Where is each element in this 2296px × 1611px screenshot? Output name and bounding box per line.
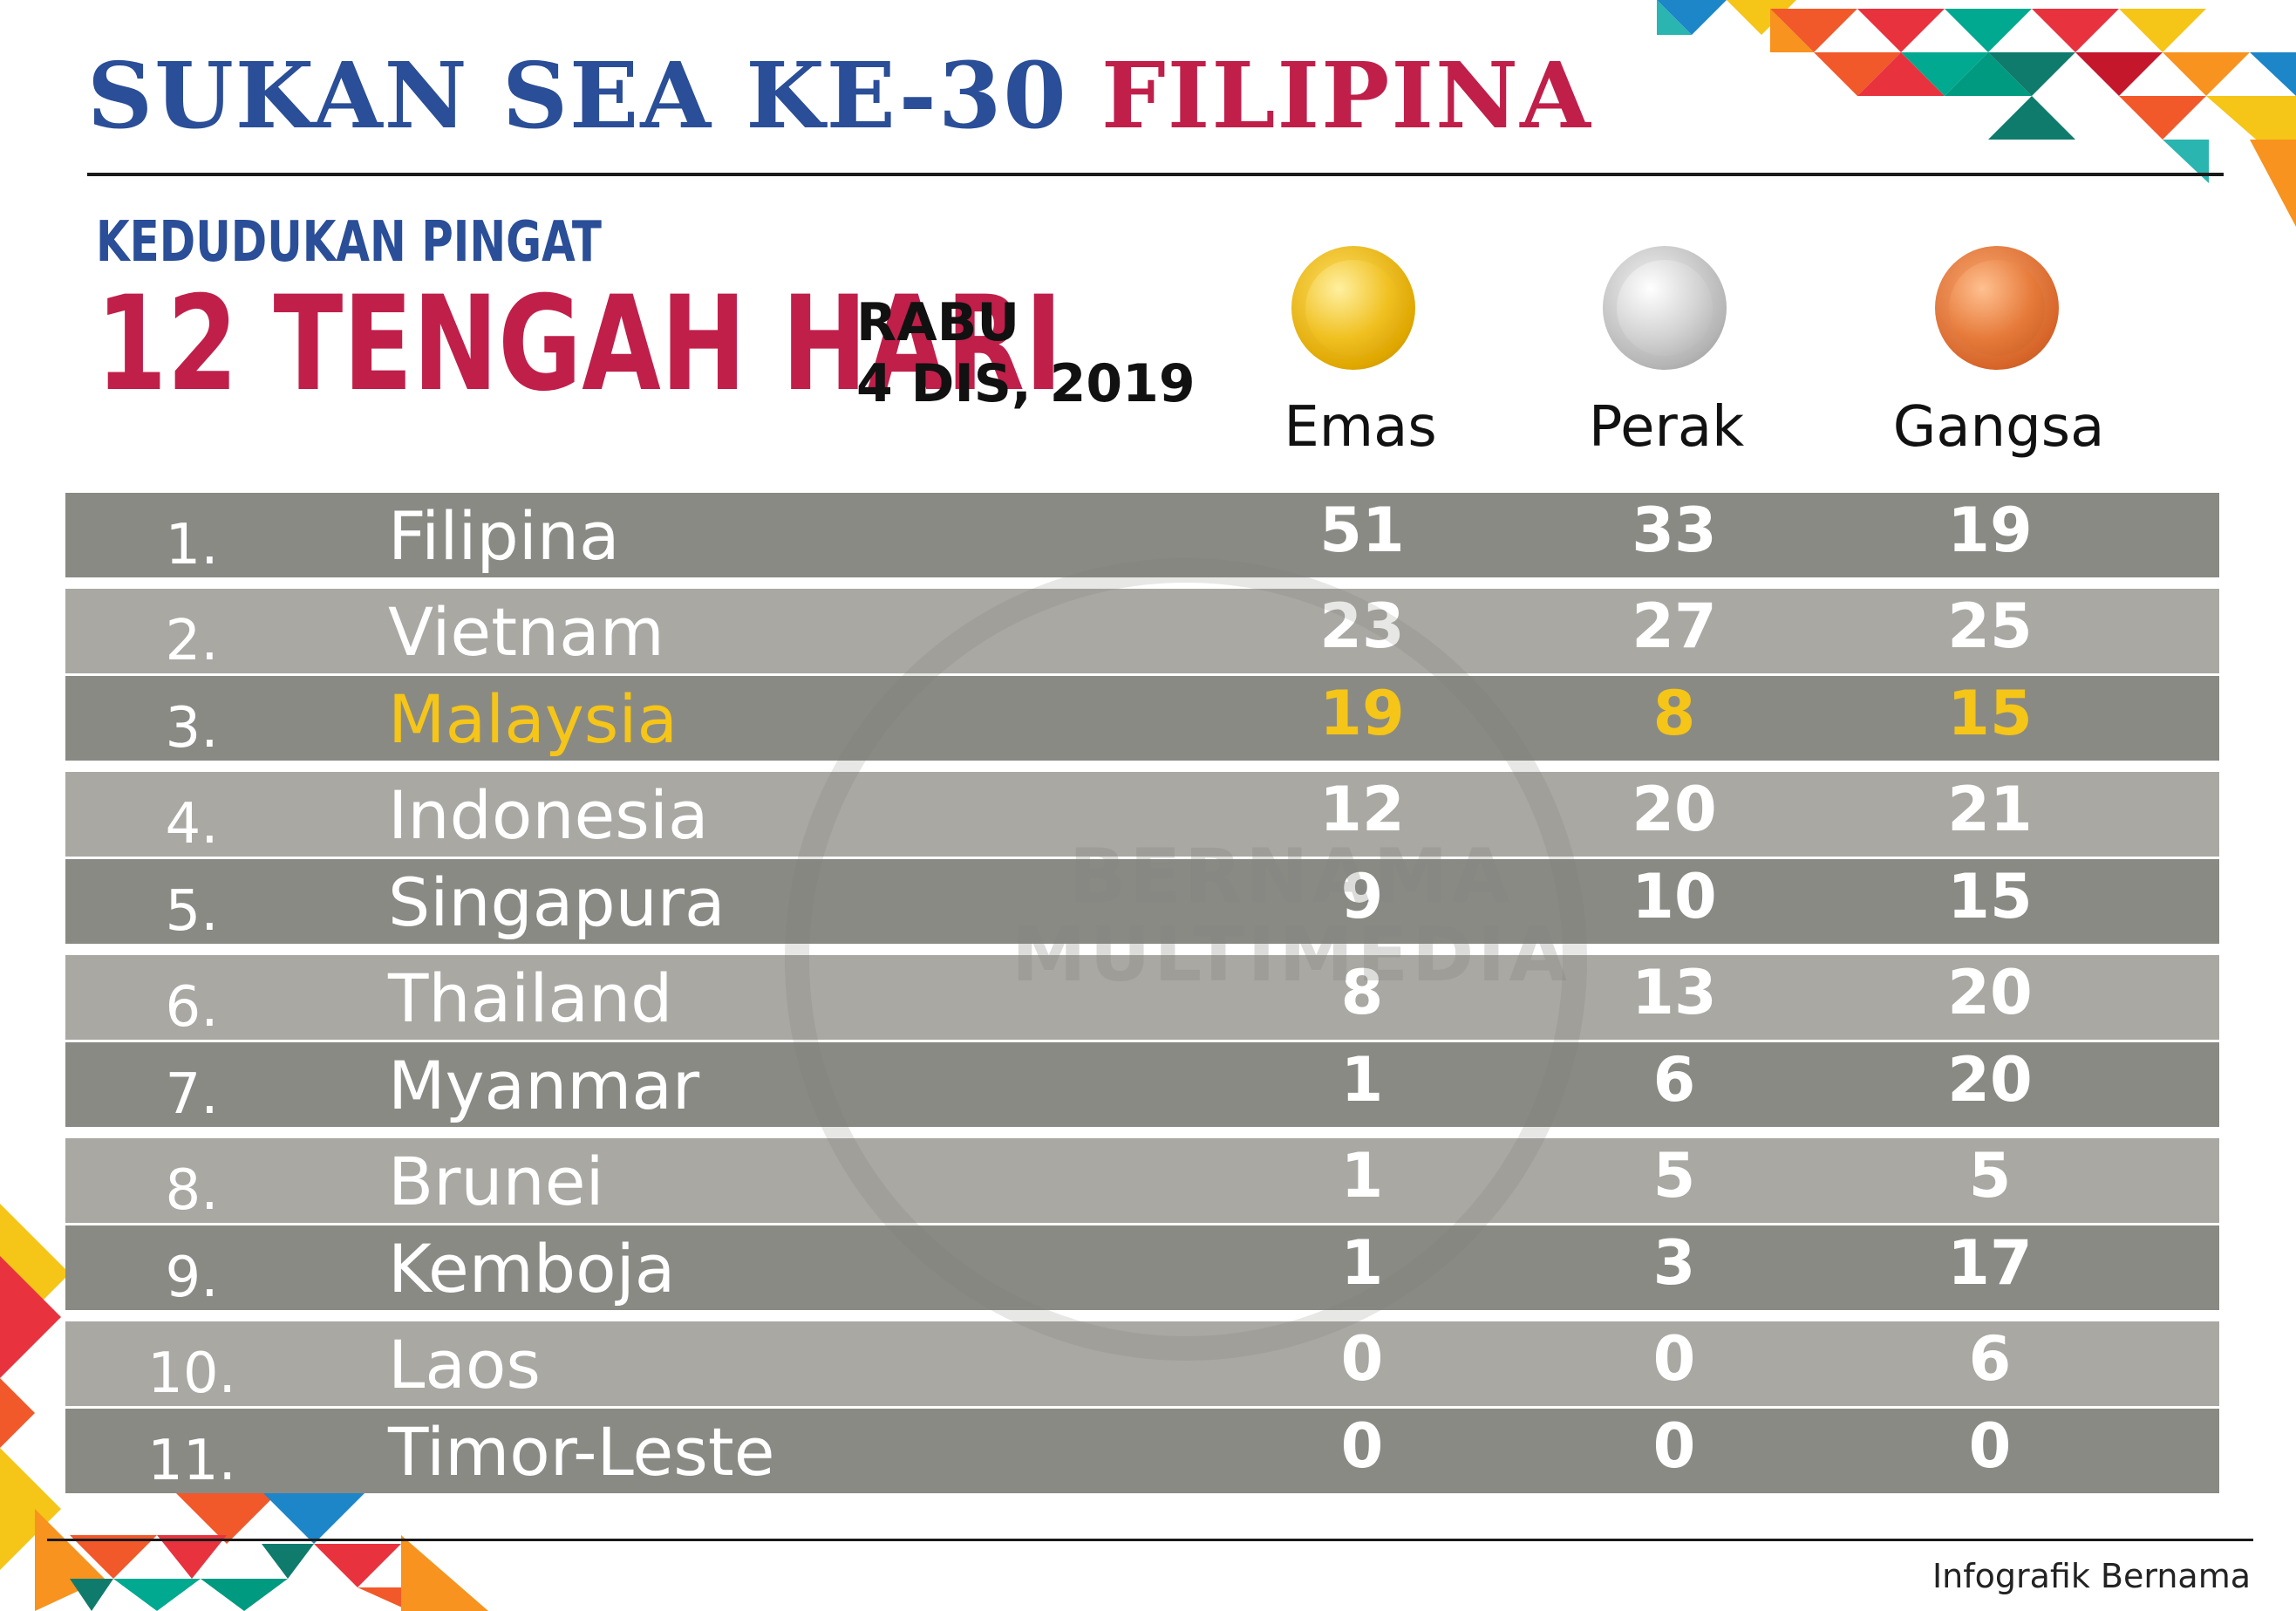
- decorative-triangles-top: [1657, 0, 2296, 227]
- country-cell: Thailand: [388, 959, 673, 1037]
- silver-count-cell: 6: [1652, 1044, 1696, 1116]
- table-row: 11. Timor-Leste 0 0 0: [65, 1409, 2219, 1493]
- country-cell: Myanmar: [388, 1047, 700, 1124]
- bronze-count-cell: 17: [1947, 1227, 2033, 1299]
- date-label: 4 DIS, 2019: [856, 353, 1196, 414]
- rank-cell: 8.: [165, 1158, 219, 1223]
- gold-count-cell: 51: [1319, 495, 1405, 566]
- gold-count-cell: 0: [1340, 1410, 1384, 1482]
- bronze-count-cell: 20: [1947, 1044, 2033, 1116]
- silver-count-cell: 33: [1632, 495, 1717, 566]
- silver-count-cell: 0: [1652, 1410, 1696, 1482]
- silver-count-cell: 5: [1652, 1140, 1696, 1212]
- rank-cell: 1.: [165, 513, 219, 577]
- country-cell: Singapura: [388, 864, 726, 941]
- silver-count-cell: 0: [1652, 1323, 1696, 1395]
- rank-cell: 11.: [147, 1429, 236, 1493]
- bronze-count-cell: 0: [1968, 1410, 2012, 1482]
- day-label: RABU: [856, 292, 1020, 353]
- rank-cell: 2.: [165, 609, 219, 673]
- bronze-count-cell: 25: [1947, 590, 2033, 662]
- main-title-event: SUKAN SEA KE-30: [87, 42, 1101, 149]
- silver-count-cell: 8: [1652, 678, 1696, 749]
- silver-count-cell: 3: [1652, 1227, 1696, 1299]
- silver-count-cell: 20: [1632, 774, 1717, 845]
- watermark-text: BERNAMA MULTIMEDIA: [1012, 837, 1570, 995]
- silver-count-cell: 10: [1632, 861, 1717, 932]
- rank-cell: 9.: [165, 1246, 219, 1310]
- credit-text: Infografik Bernama: [1932, 1557, 2251, 1595]
- silver-medal-icon: [1603, 246, 1727, 370]
- bronze-count-cell: 15: [1947, 861, 2033, 932]
- country-cell: Timor-Leste: [388, 1413, 775, 1491]
- rank-cell: 7.: [165, 1062, 219, 1127]
- country-cell: Indonesia: [388, 776, 709, 854]
- gold-count-cell: 0: [1340, 1323, 1384, 1395]
- rank-cell: 3.: [165, 696, 219, 761]
- country-cell: Laos: [388, 1326, 542, 1403]
- country-cell: Vietnam: [388, 593, 664, 671]
- rank-cell: 5.: [165, 879, 219, 944]
- gold-column-label: Emas: [1284, 395, 1437, 460]
- watermark-line-2: MULTIMEDIA: [1012, 911, 1570, 1000]
- bronze-count-cell: 15: [1947, 678, 2033, 749]
- time-heading: 12 TENGAH HARI: [96, 269, 1063, 420]
- country-cell: Kemboja: [388, 1230, 676, 1307]
- subtitle: KEDUDUKAN PINGAT: [96, 210, 602, 275]
- rank-cell: 6.: [165, 975, 219, 1040]
- decorative-triangles-bottom-left: [0, 1204, 488, 1611]
- gold-medal-icon: [1291, 246, 1415, 370]
- bronze-count-cell: 20: [1947, 957, 2033, 1028]
- bronze-medal-icon: [1935, 246, 2059, 370]
- silver-column-label: Perak: [1588, 395, 1745, 460]
- rank-cell: 10.: [147, 1341, 236, 1406]
- top-divider: [87, 173, 2224, 176]
- bottom-divider: [47, 1539, 2253, 1541]
- silver-count-cell: 27: [1632, 590, 1717, 662]
- watermark-line-1: BERNAMA: [1068, 833, 1514, 920]
- country-cell: Filipina: [388, 497, 620, 575]
- rank-cell: 4.: [165, 792, 219, 857]
- country-cell: Malaysia: [388, 680, 678, 758]
- main-title: SUKAN SEA KE-30 FILIPINA: [87, 51, 1592, 141]
- bronze-count-cell: 21: [1947, 774, 2033, 845]
- bronze-count-cell: 5: [1968, 1140, 2012, 1212]
- bronze-count-cell: 6: [1968, 1323, 2012, 1395]
- country-cell: Brunei: [388, 1143, 604, 1220]
- silver-count-cell: 13: [1632, 957, 1717, 1028]
- main-title-host: FILIPINA: [1100, 42, 1592, 149]
- bronze-column-label: Gangsa: [1892, 395, 2105, 460]
- bronze-count-cell: 19: [1947, 495, 2033, 566]
